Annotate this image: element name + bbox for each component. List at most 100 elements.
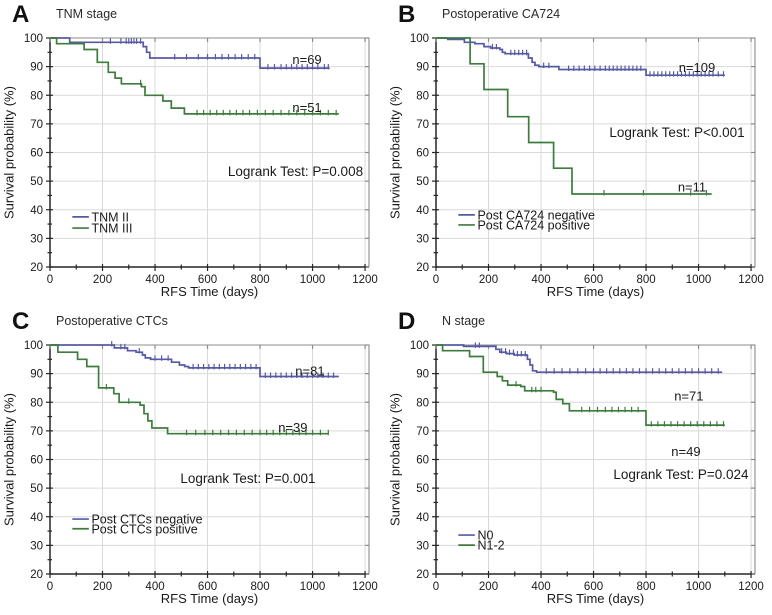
svg-text:60: 60 [30, 455, 43, 467]
n-count-label: n=109 [679, 60, 716, 75]
legend-label: N1-2 [477, 539, 504, 553]
km-curve [436, 344, 725, 426]
km-curve [436, 37, 725, 77]
svg-text:200: 200 [93, 581, 112, 593]
x-axis-label: RFS Time (days) [160, 591, 259, 606]
svg-text:20: 20 [30, 262, 43, 274]
svg-text:100: 100 [410, 33, 429, 45]
svg-text:20: 20 [416, 569, 429, 581]
svg-text:400: 400 [531, 274, 550, 286]
svg-text:50: 50 [416, 483, 429, 495]
svg-text:80: 80 [30, 90, 43, 102]
svg-text:70: 70 [30, 119, 43, 131]
logrank-text: Logrank Test: P=0.008 [228, 164, 363, 179]
logrank-text: Logrank Test: P<0.001 [609, 125, 744, 140]
svg-text:600: 600 [584, 274, 603, 286]
censor-ticks [515, 381, 725, 427]
censor-ticks [109, 38, 329, 70]
svg-text:90: 90 [416, 369, 429, 381]
svg-text:100: 100 [24, 33, 43, 45]
svg-text:200: 200 [479, 274, 498, 286]
legend-label: Post CTCs positive [91, 522, 197, 536]
svg-text:80: 80 [416, 397, 429, 409]
svg-text:1000: 1000 [300, 581, 326, 593]
axis-ticks [46, 37, 369, 271]
svg-text:100: 100 [24, 340, 43, 352]
svg-text:800: 800 [250, 581, 269, 593]
svg-text:800: 800 [636, 274, 655, 286]
km-curve [50, 37, 339, 115]
n-count-label: n=11 [678, 180, 706, 195]
svg-text:30: 30 [30, 233, 43, 245]
km-curve [50, 344, 339, 378]
svg-text:0: 0 [47, 274, 53, 286]
svg-text:40: 40 [30, 205, 43, 217]
svg-text:600: 600 [584, 581, 603, 593]
x-axis-label: RFS Time (days) [546, 591, 645, 606]
svg-text:1200: 1200 [352, 274, 378, 286]
n-count-label: n=69 [292, 52, 321, 67]
svg-text:200: 200 [479, 581, 498, 593]
svg-text:40: 40 [30, 512, 43, 524]
legend-label: TNM II [91, 210, 129, 224]
panel-title-b: Postoperative CA724 [442, 7, 561, 21]
svg-text:400: 400 [145, 274, 164, 286]
panel-letter-c: C [12, 308, 30, 335]
n-count-label: n=81 [295, 363, 324, 378]
legend-label: Post CA724 negative [477, 208, 594, 222]
censor-ticks [139, 79, 337, 116]
censor-ticks [474, 342, 719, 374]
panel-d: D N stage Survival probability (%) 20 30 4… [386, 307, 772, 615]
panel-title-d: N stage [442, 314, 486, 328]
svg-text:60: 60 [30, 148, 43, 160]
svg-text:50: 50 [416, 176, 429, 188]
svg-text:70: 70 [416, 119, 429, 131]
n-count-label: n=39 [278, 420, 307, 435]
svg-text:40: 40 [416, 205, 429, 217]
legend-label: Post CTCs negative [91, 513, 202, 527]
km-curve [436, 344, 723, 374]
svg-text:400: 400 [531, 581, 550, 593]
km-series-n0 [436, 342, 723, 374]
gridlines [50, 38, 369, 267]
svg-text:70: 70 [30, 426, 43, 438]
svg-text:1200: 1200 [738, 274, 764, 286]
svg-text:600: 600 [198, 581, 217, 593]
censor-ticks [111, 341, 335, 378]
svg-text:60: 60 [416, 148, 429, 160]
censor-ticks [491, 44, 725, 77]
km-series-tnm-iii [50, 37, 339, 116]
svg-text:0: 0 [433, 581, 439, 593]
axis-ticks [432, 37, 755, 271]
svg-text:60: 60 [416, 455, 429, 467]
legend-label: TNM III [91, 222, 132, 236]
km-series-n1-2 [436, 344, 725, 427]
axis-ticks [432, 344, 755, 578]
x-axis-label: RFS Time (days) [160, 284, 259, 299]
svg-text:80: 80 [416, 90, 429, 102]
km-series-tnm-ii [50, 37, 330, 70]
svg-text:70: 70 [416, 426, 429, 438]
km-curve [50, 344, 329, 435]
panel-letter-d: D [398, 308, 416, 335]
svg-text:50: 50 [30, 483, 43, 495]
svg-text:90: 90 [416, 62, 429, 74]
x-axis-label: RFS Time (days) [546, 284, 645, 299]
n-count-label: n=51 [292, 100, 321, 115]
panel-letter-b: B [398, 1, 416, 28]
gridlines [50, 345, 369, 574]
censor-ticks [603, 190, 708, 196]
km-curve [50, 37, 330, 69]
svg-text:1200: 1200 [738, 581, 764, 593]
panel-c: C Postoperative CTCs Survival probabilit… [0, 307, 386, 615]
panel-a: A TNM stage Survival probability (%) 20 3… [0, 0, 386, 307]
panel-b: B Postoperative CA724 Survival probabili… [386, 0, 772, 307]
logrank-text: Logrank Test: P=0.024 [613, 467, 749, 482]
